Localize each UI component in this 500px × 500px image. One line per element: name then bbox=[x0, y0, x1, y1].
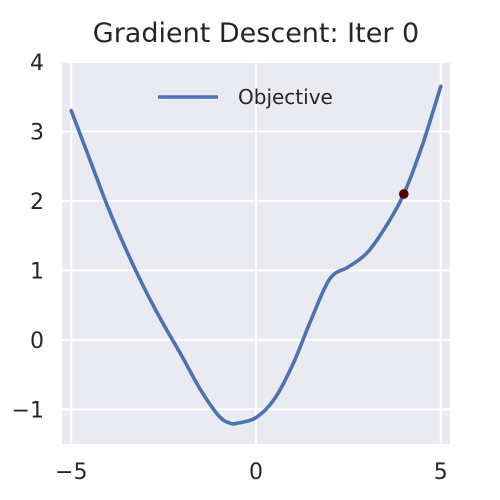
x-tick-label: −5 bbox=[55, 460, 87, 485]
y-tick-label: 1 bbox=[30, 259, 44, 284]
y-tick-label: 2 bbox=[30, 190, 44, 215]
series-group bbox=[69, 84, 443, 426]
iterate-point bbox=[399, 189, 409, 199]
y-tick-label: 4 bbox=[30, 51, 44, 76]
grid bbox=[62, 61, 450, 444]
y-tick-label: 0 bbox=[30, 329, 44, 354]
legend-label: Objective bbox=[238, 85, 333, 109]
y-tick-label: 3 bbox=[30, 120, 44, 145]
series-line-objective bbox=[69, 84, 443, 426]
x-tick-label: 0 bbox=[249, 460, 263, 485]
tick-labels: −5 0 5 −1 0 1 2 3 4 bbox=[12, 51, 448, 485]
legend: Objective bbox=[158, 85, 333, 109]
y-tick-label: −1 bbox=[12, 398, 44, 423]
x-tick-label: 5 bbox=[434, 460, 448, 485]
chart-title: Gradient Descent: Iter 0 bbox=[93, 18, 419, 49]
markers-group bbox=[399, 189, 409, 199]
